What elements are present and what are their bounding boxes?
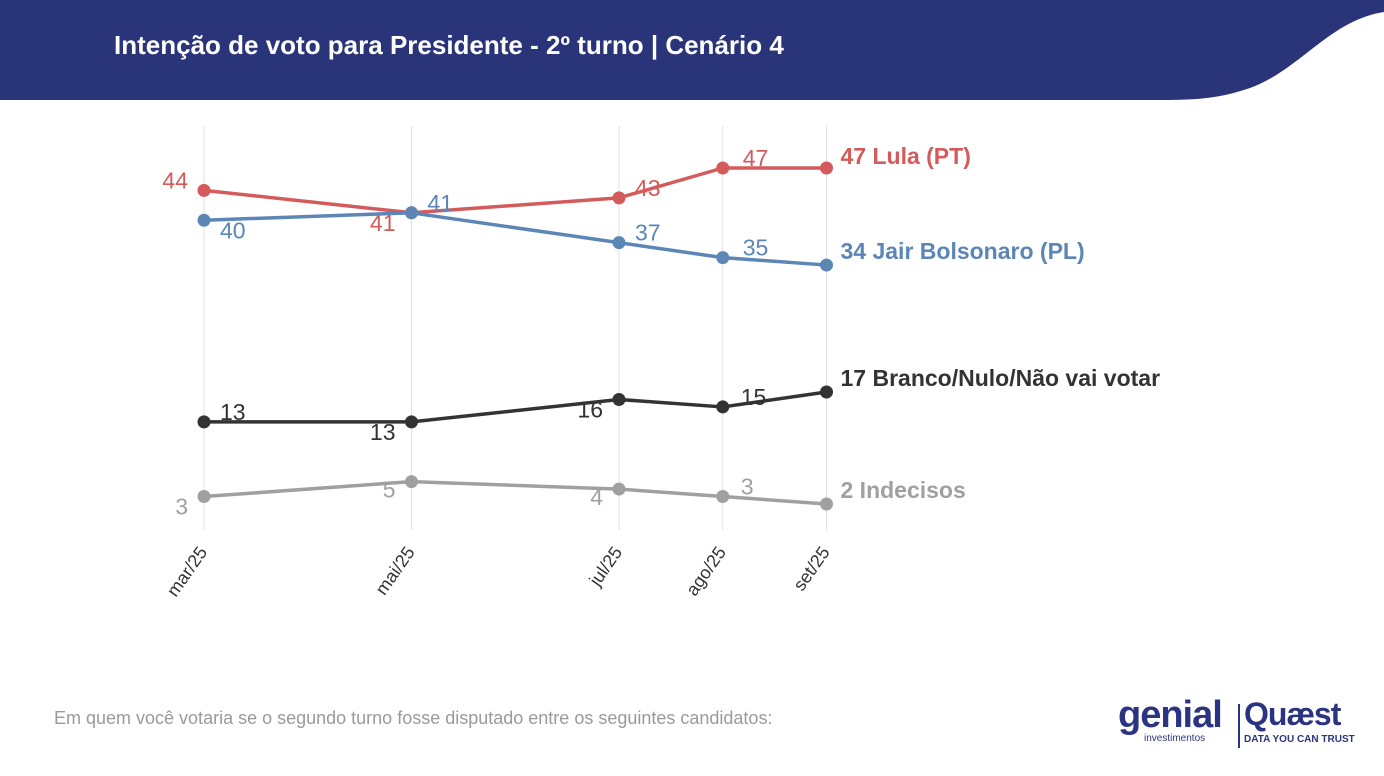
x-tick-label: mai/25 bbox=[371, 543, 418, 599]
series-end-label: 2 Indecisos bbox=[841, 477, 966, 503]
series-end-labels: 47 Lula (PT) 34 Jair Bolsonaro (PL) 17 Bra… bbox=[841, 143, 1161, 503]
data-label: 16 bbox=[577, 396, 603, 422]
x-axis-ticks: mar/25 mai/25 jul/25 ago/25 set/25 bbox=[163, 543, 834, 600]
quaest-logo-tagline: DATA YOU CAN TRUST bbox=[1244, 734, 1355, 745]
logo-divider bbox=[1238, 704, 1240, 748]
data-point bbox=[405, 475, 418, 489]
series-line bbox=[203, 479, 827, 506]
data-label: 3 bbox=[741, 474, 754, 500]
x-tick-label: mar/25 bbox=[163, 543, 212, 600]
data-point bbox=[820, 258, 833, 272]
data-label: 3 bbox=[175, 494, 188, 520]
data-label: 37 bbox=[635, 220, 661, 246]
genial-logo-subtitle: investimentos bbox=[1144, 733, 1206, 744]
data-label: 15 bbox=[741, 384, 767, 410]
data-point bbox=[716, 490, 730, 504]
data-point bbox=[612, 191, 626, 205]
series-end-label: 17 Branco/Nulo/Não vai votar bbox=[841, 365, 1161, 391]
data-point bbox=[612, 236, 626, 250]
data-label: 44 bbox=[162, 167, 188, 193]
data-label: 41 bbox=[370, 210, 396, 236]
quaest-logo: Quæst bbox=[1244, 696, 1341, 732]
data-label: 35 bbox=[743, 235, 769, 261]
data-point bbox=[197, 183, 211, 197]
data-point bbox=[612, 482, 626, 496]
data-point bbox=[716, 251, 730, 265]
series-line bbox=[204, 390, 827, 424]
data-label: 13 bbox=[220, 399, 246, 425]
data-point bbox=[820, 497, 833, 511]
data-label: 41 bbox=[428, 190, 454, 216]
x-tick-label: set/25 bbox=[789, 543, 834, 595]
x-tick-label: ago/25 bbox=[682, 543, 730, 600]
gridlines bbox=[203, 126, 827, 530]
data-label: 40 bbox=[220, 217, 246, 243]
series-points bbox=[197, 161, 833, 511]
data-label: 47 bbox=[743, 145, 769, 171]
data-label: 43 bbox=[635, 175, 661, 201]
series-end-label: 47 Lula (PT) bbox=[841, 143, 971, 169]
data-point bbox=[197, 213, 211, 227]
data-label: 5 bbox=[383, 477, 396, 503]
data-point bbox=[197, 415, 211, 429]
x-tick-label: jul/25 bbox=[585, 543, 627, 591]
series-line bbox=[203, 166, 827, 215]
header-banner bbox=[0, 0, 1384, 100]
data-point bbox=[405, 206, 418, 220]
genial-logo: genial bbox=[1118, 694, 1223, 736]
series-end-label: 34 Jair Bolsonaro (PL) bbox=[841, 238, 1085, 264]
data-point bbox=[612, 392, 626, 406]
data-point bbox=[716, 400, 730, 414]
series-lines bbox=[203, 166, 827, 506]
series-line bbox=[203, 211, 827, 267]
data-point bbox=[820, 385, 833, 399]
page-title: Intenção de voto para Presidente - 2º tu… bbox=[114, 30, 784, 60]
data-point bbox=[197, 490, 211, 504]
footnote: Em quem você votaria se o segundo turno … bbox=[54, 708, 773, 728]
data-point bbox=[820, 161, 833, 175]
data-point bbox=[716, 161, 730, 175]
brand-logos: genial investimentos Quæst DATA YOU CAN … bbox=[1116, 694, 1356, 752]
data-label: 13 bbox=[370, 419, 396, 445]
data-label: 4 bbox=[590, 484, 603, 510]
header-shape bbox=[0, 0, 1384, 100]
data-point bbox=[405, 415, 418, 429]
